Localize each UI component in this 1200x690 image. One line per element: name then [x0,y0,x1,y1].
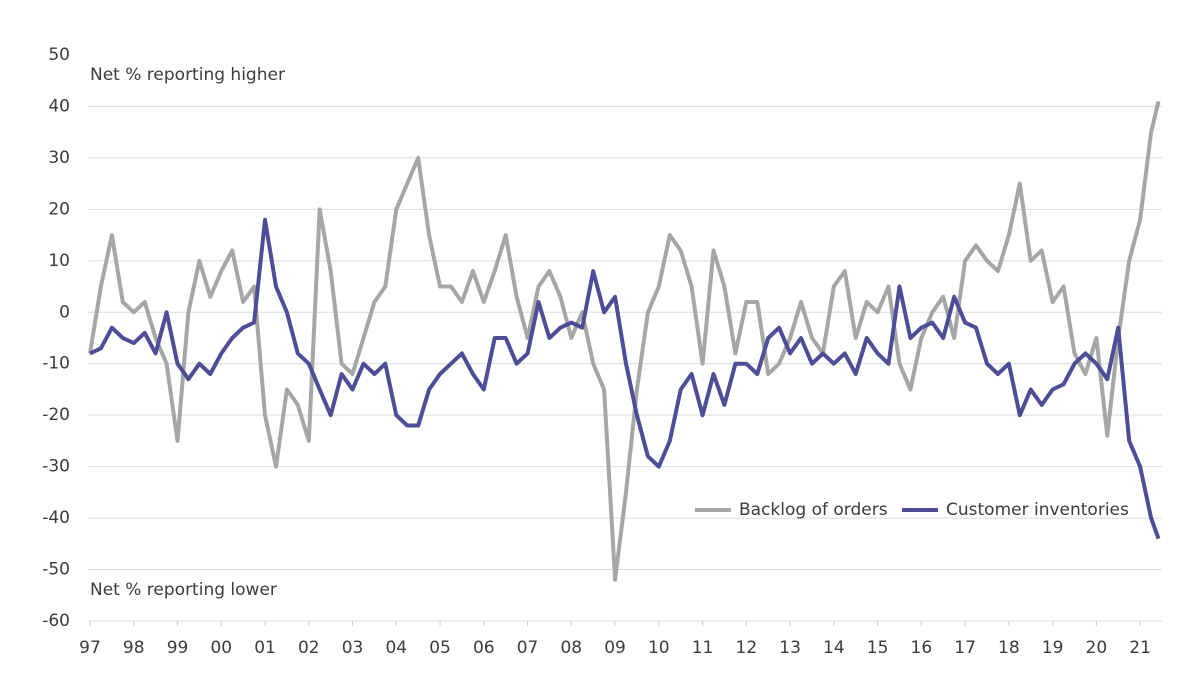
y-tick-label: -20 [42,405,70,425]
y-tick-label: 30 [48,148,70,168]
y-tick-label: 20 [48,199,70,219]
y-tick-label: -60 [42,611,70,631]
x-tick-label: 18 [998,638,1020,658]
series-line [88,100,1161,582]
y-tick-label: -40 [42,508,70,528]
x-tick-label: 98 [123,638,145,658]
x-tick-label: 20 [1086,638,1108,658]
x-tick-label: 97 [79,638,101,658]
x-tick-label: 21 [1129,638,1151,658]
x-tick-label: 05 [429,638,451,658]
annotation: Net % reporting lower [90,580,277,600]
x-tick-label: 07 [517,638,539,658]
x-tick-label: 08 [560,638,582,658]
x-tick-label: 14 [823,638,845,658]
x-tick-label: 09 [604,638,626,658]
x-tick-label: 13 [779,638,801,658]
y-tick-label: 40 [48,96,70,116]
y-tick-label: 50 [48,45,70,65]
x-tick-label: 12 [736,638,758,658]
y-tick-label: -10 [42,354,70,374]
legend-label: Backlog of orders [739,500,888,520]
x-tick-label: 11 [692,638,714,658]
x-tick-label: 04 [385,638,407,658]
y-tick-label: 10 [48,251,70,271]
legend-label: Customer inventories [946,500,1129,520]
y-tick-label: -30 [42,457,70,477]
x-tick-label: 03 [342,638,364,658]
x-tick-label: 06 [473,638,495,658]
x-tick-label: 16 [911,638,933,658]
x-tick-label: 99 [167,638,189,658]
x-tick-label: 02 [298,638,320,658]
x-tick-label: 17 [954,638,976,658]
x-tick-label: 19 [1042,638,1064,658]
annotation: Net % reporting higher [90,65,285,85]
x-tick-label: 10 [648,638,670,658]
series-line [89,217,1161,540]
x-tick-label: 15 [867,638,889,658]
y-tick-label: -50 [42,560,70,580]
x-tick-label: 00 [210,638,232,658]
x-tick-label: 01 [254,638,276,658]
y-tick-label: 0 [59,302,70,322]
